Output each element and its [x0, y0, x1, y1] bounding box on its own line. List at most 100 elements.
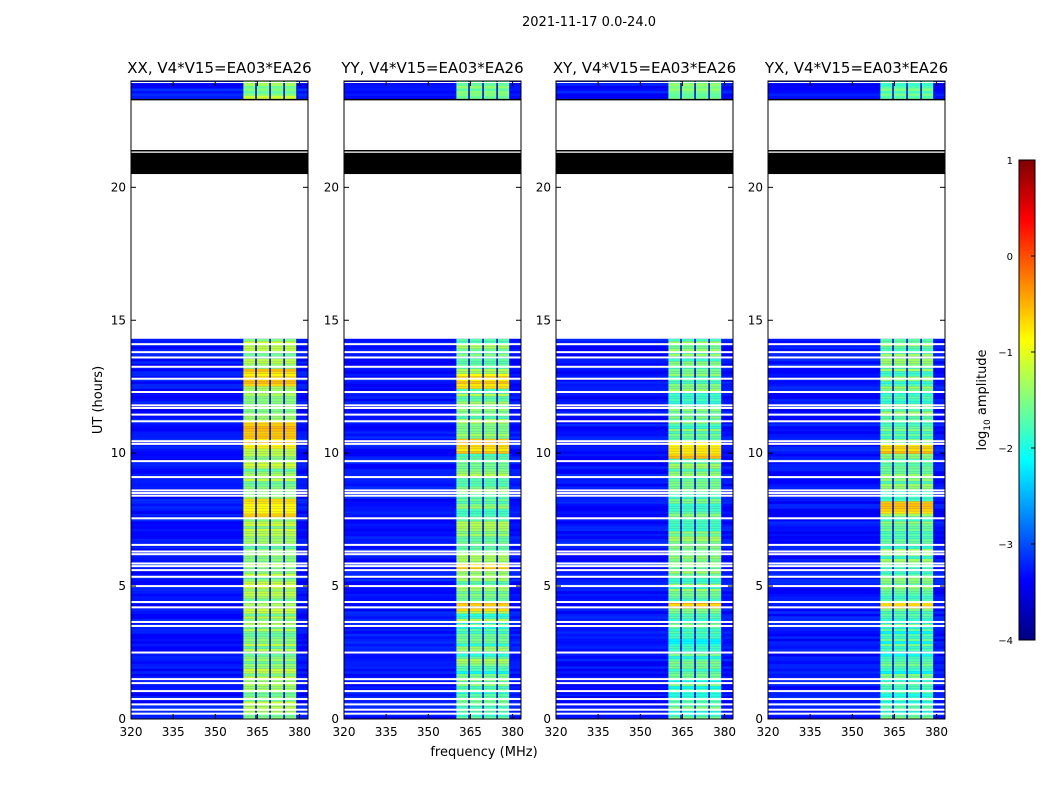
noise-row: [721, 531, 733, 534]
noise-row: [933, 421, 945, 424]
noise-row: [509, 706, 521, 709]
noise-row: [721, 648, 733, 652]
noise-row: [768, 536, 881, 539]
noise-row: [556, 86, 669, 89]
noise-row: [556, 521, 669, 524]
noise-row: [509, 478, 521, 482]
noise-row: [131, 433, 244, 437]
noise-row: [344, 88, 457, 91]
noise-row: [344, 458, 457, 462]
noise-row: [721, 631, 733, 634]
noise-row: [933, 528, 945, 532]
noise-row: [131, 566, 244, 569]
noise-row: [933, 496, 945, 499]
noise-row: [556, 373, 669, 377]
noise-row: [296, 581, 308, 584]
noise-row: [296, 656, 308, 659]
noise-row: [721, 691, 733, 694]
flag-gap: [556, 698, 733, 701]
noise-row: [509, 423, 521, 427]
noise-row: [296, 91, 308, 94]
noise-row: [556, 541, 669, 544]
flag-gap: [556, 562, 733, 565]
x-tick-label: 320: [120, 725, 143, 739]
noise-row: [768, 86, 881, 89]
noise-row: [933, 533, 945, 537]
noise-row: [509, 608, 521, 612]
noise-row: [933, 446, 945, 449]
noise-row: [296, 706, 308, 709]
noise-row: [933, 408, 945, 412]
noise-row: [556, 383, 669, 387]
noise-row: [721, 383, 733, 387]
noise-row: [721, 711, 733, 714]
noise-row: [131, 408, 244, 412]
noise-row: [768, 371, 881, 374]
noise-row: [131, 86, 244, 89]
noise-row: [296, 641, 308, 644]
noise-row: [296, 481, 308, 484]
noise-row: [556, 566, 669, 569]
flag-gap: [344, 489, 521, 492]
noise-row: [509, 693, 521, 697]
noise-row: [556, 608, 669, 612]
noise-row: [131, 418, 244, 422]
noise-row: [768, 468, 881, 472]
noise-row: [131, 393, 244, 397]
noise-row: [768, 701, 881, 704]
noise-row: [509, 598, 521, 602]
noise-row: [509, 86, 521, 89]
noise-row: [556, 393, 669, 397]
noise-row: [721, 496, 733, 499]
noise-row: [344, 588, 457, 592]
noise-row: [296, 711, 308, 714]
noise-row: [131, 698, 244, 702]
noise-row: [344, 548, 457, 552]
flag-gap: [768, 624, 945, 627]
noise-row: [296, 456, 308, 459]
noise-row: [296, 428, 308, 432]
noise-row: [721, 416, 733, 419]
noise-row: [296, 671, 308, 674]
noise-row: [344, 376, 457, 379]
noise-row: [509, 361, 521, 364]
noise-row: [344, 608, 457, 612]
noise-row: [296, 591, 308, 594]
noise-row: [721, 683, 733, 687]
noise-row: [509, 581, 521, 584]
noise-row: [296, 348, 308, 352]
noise-row: [509, 588, 521, 592]
noise-row: [768, 596, 881, 599]
noise-row: [933, 371, 945, 374]
noise-row: [344, 591, 457, 594]
noise-row: [556, 663, 669, 667]
flag-gap: [344, 442, 521, 445]
noise-row: [556, 433, 669, 437]
noise-row: [509, 666, 521, 669]
noise-row: [721, 633, 733, 637]
noise-row: [768, 696, 881, 699]
noise-row: [131, 508, 244, 512]
noise-row: [768, 416, 881, 419]
noise-row: [296, 578, 308, 582]
noise-row: [721, 511, 733, 514]
noise-row: [768, 671, 881, 674]
noise-row: [933, 436, 945, 439]
noise-row: [509, 466, 521, 469]
noise-row: [344, 668, 457, 672]
noise-row: [933, 696, 945, 699]
noise-row: [296, 396, 308, 399]
noise-row: [296, 378, 308, 382]
flag-gap: [556, 391, 733, 394]
noise-row: [344, 693, 457, 697]
noise-row: [296, 633, 308, 637]
noise-row: [933, 628, 945, 632]
noise-row: [131, 558, 244, 562]
noise-row: [721, 693, 733, 697]
noise-row: [296, 88, 308, 91]
noise-row: [131, 471, 244, 474]
noise-row: [556, 538, 669, 542]
noise-row: [721, 463, 733, 467]
noise-row: [131, 411, 244, 414]
noise-row: [509, 683, 521, 687]
